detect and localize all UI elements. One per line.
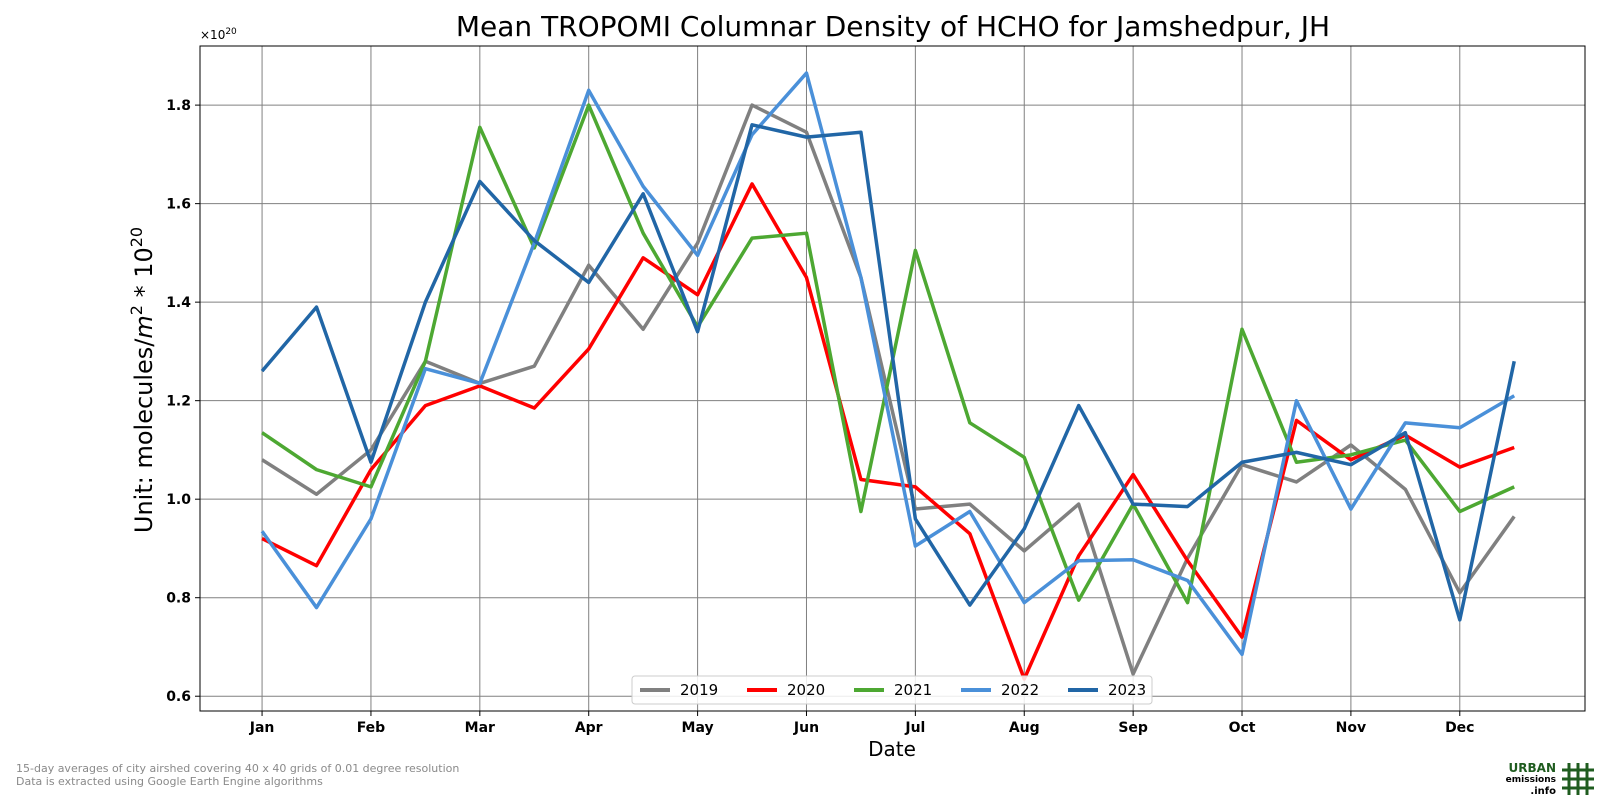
- x-axis-ticks: Jan Feb Mar Apr May Jun Jul Aug Sep Oct Nov Dec: [249, 711, 1474, 736]
- x-tick-label: Dec: [1445, 720, 1474, 736]
- series-line-2020: [261, 182, 1515, 681]
- legend-label-2021: 2021: [894, 681, 932, 699]
- logo-word-emissions: emissions: [1505, 775, 1556, 785]
- urban-emissions-logo: URBAN emissions .info: [1500, 760, 1596, 798]
- footnote-line-2: Data is extracted using Google Earth Eng…: [16, 775, 323, 788]
- y-tick-label: 0.8: [166, 591, 191, 607]
- x-axis-label: Date: [868, 737, 916, 761]
- y-tick-label: 1.6: [166, 197, 191, 213]
- x-tick-label: Apr: [575, 720, 603, 736]
- y-offset-text: ×1020: [200, 27, 237, 42]
- x-tick-label: Oct: [1229, 720, 1256, 736]
- series-line-2019: [261, 103, 1516, 676]
- y-tick-label: 1.2: [166, 394, 191, 410]
- series-lines: [260, 71, 1516, 681]
- y-tick-label: 0.6: [166, 689, 191, 705]
- x-tick-label: Mar: [465, 720, 495, 736]
- legend-box: [631, 675, 1153, 705]
- grid: [200, 46, 1585, 711]
- logo-word-info: .info: [1530, 786, 1556, 797]
- x-tick-label: Jun: [793, 720, 819, 736]
- legend-label-2023: 2023: [1108, 681, 1146, 699]
- logo-word-urban: URBAN: [1508, 761, 1556, 775]
- x-tick-label: Nov: [1336, 720, 1366, 736]
- x-tick-label: Jul: [904, 720, 925, 736]
- y-tick-label: 1.8: [166, 98, 191, 114]
- x-tick-label: Jan: [249, 720, 275, 736]
- y-tick-label: 1.4: [166, 295, 191, 311]
- x-tick-label: Sep: [1118, 720, 1148, 736]
- footnote-line-1: 15-day averages of city airshed covering…: [16, 762, 460, 775]
- chart-title: Mean TROPOMI Columnar Density of HCHO fo…: [456, 10, 1330, 43]
- series-line-2022: [260, 71, 1516, 657]
- legend: 2019 2020 2021 2022 2023: [631, 675, 1153, 705]
- legend-label-2022: 2022: [1001, 681, 1039, 699]
- legend-label-2019: 2019: [680, 681, 718, 699]
- y-axis-label: Unit: molecules/m2 * 1020: [127, 227, 158, 533]
- x-tick-label: May: [682, 720, 714, 736]
- plot-frame: [199, 45, 1586, 712]
- grid-logo-icon: [1562, 763, 1594, 795]
- series-line-2023: [260, 123, 1516, 622]
- y-tick-label: 1.0: [166, 492, 191, 508]
- x-tick-label: Feb: [357, 720, 386, 736]
- series-line-2021: [261, 103, 1515, 605]
- y-axis-ticks: 0.6 0.8 1.0 1.2 1.4 1.6 1.8: [166, 98, 200, 705]
- x-tick-label: Aug: [1009, 720, 1040, 736]
- legend-label-2020: 2020: [787, 681, 825, 699]
